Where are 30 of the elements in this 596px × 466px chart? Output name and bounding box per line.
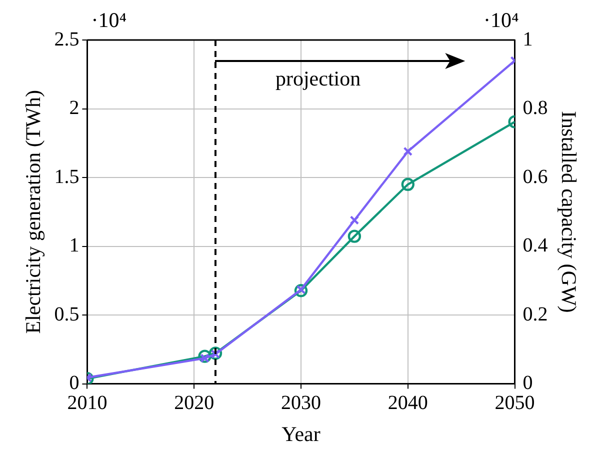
y2-tick-label: 0 (522, 372, 533, 394)
y2-tick-label: 1 (522, 28, 533, 50)
y2-tick-label: 0.6 (522, 166, 548, 188)
x-tick-label: 2040 (388, 392, 428, 414)
point (350, 216, 360, 225)
point (294, 284, 308, 298)
ref-line-label: projection (275, 66, 362, 91)
y-axis-title: Electricity generation (TWh) (21, 90, 46, 334)
point (401, 178, 414, 191)
y-tick-label: 1 (69, 234, 80, 257)
x-tick-label: 2020 (174, 392, 214, 414)
y2-axis-title: Installed capacity (GW) (556, 111, 581, 313)
y2-tick-label: 0.2 (522, 303, 548, 326)
y-tick-label: 0 (69, 372, 80, 394)
x-tick-label: 2010 (67, 392, 108, 414)
point (198, 350, 212, 363)
text: ·10⁴ (483, 8, 519, 32)
y-tick-label: 2 (69, 97, 80, 120)
y2-tick-label: 0.8 (522, 97, 548, 120)
point (208, 346, 222, 360)
x-tick-label: 2050 (494, 392, 535, 414)
point (348, 230, 362, 243)
y-tick-label: 2.5 (54, 28, 80, 50)
text: ·10⁴ (91, 8, 127, 32)
y-tick-label: 1.5 (54, 166, 80, 188)
y2-tick-label: 0.4 (522, 234, 548, 257)
y-tick-label: 0.5 (54, 303, 80, 326)
x-axis-title: Year (282, 422, 320, 446)
point (403, 146, 413, 156)
x-tick-label: 2030 (281, 392, 321, 414)
